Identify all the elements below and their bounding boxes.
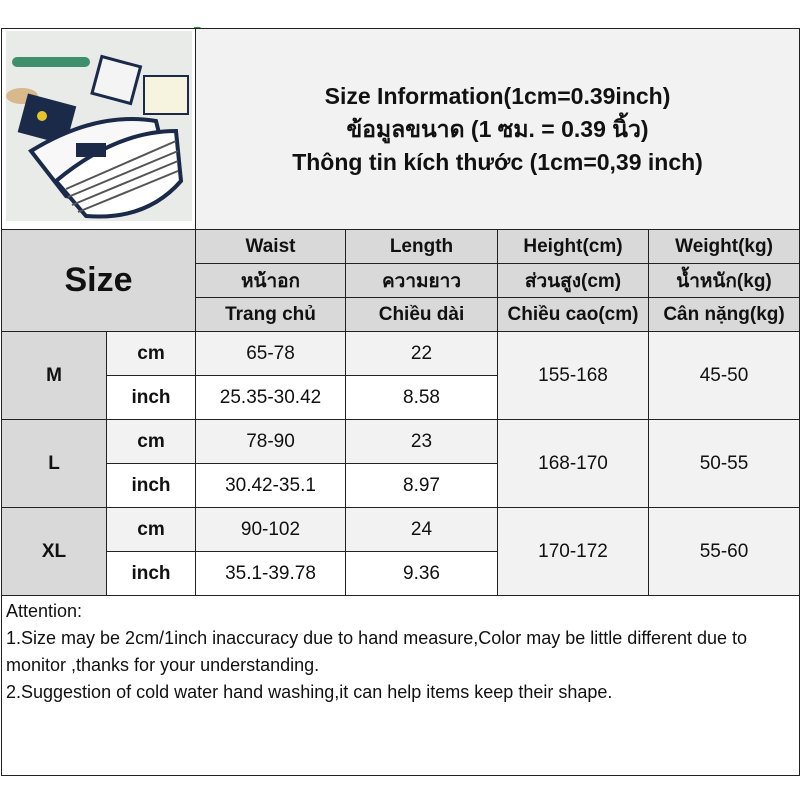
unit-label: cm — [106, 331, 196, 376]
height-value: 168-170 — [497, 419, 649, 508]
size-header: Size — [1, 229, 196, 332]
table-row-L-cm: L cm 78-90 23 168-170 50-55 — [1, 419, 800, 508]
unit-label: cm — [106, 419, 196, 464]
header-waist-vi: Trang chủ — [195, 297, 346, 332]
height-value: 155-168 — [497, 331, 649, 420]
waist-inch: 25.35-30.42 — [195, 375, 346, 420]
length-cm: 23 — [345, 419, 498, 464]
size-label: L — [1, 419, 107, 508]
height-value: 170-172 — [497, 507, 649, 596]
title-vietnamese: Thông tin kích thước (1cm=0,39 inch) — [292, 148, 703, 175]
attention-title: Attention: — [6, 601, 83, 621]
length-cm: 24 — [345, 507, 498, 552]
table-row-XL-inch: inch 35.1-39.78 9.36 — [2, 551, 800, 596]
waist-cm: 78-90 — [195, 419, 346, 464]
product-photo-icon — [5, 31, 192, 221]
unit-label: inch — [106, 551, 196, 596]
header-height-thai: ส่วนสูง(cm) — [497, 263, 649, 298]
table-row-M-cm: M cm 65-78 22 155-168 45-50 — [1, 331, 800, 420]
length-inch: 8.97 — [345, 463, 498, 508]
waist-cm: 65-78 — [195, 331, 346, 376]
waist-inch: 30.42-35.1 — [195, 463, 346, 508]
attention-item-1: 1.Size may be 2cm/1inch inaccuracy due t… — [6, 628, 748, 675]
table-row-XL-cm: XL cm 90-102 24 170-172 55-60 — [1, 507, 800, 596]
weight-value: 55-60 — [647, 507, 800, 596]
header-length-vi: Chiều dài — [345, 297, 498, 332]
header-height: Height(cm) — [497, 229, 649, 264]
size-chart: Size Information(1cm=0.39inch) ข้อมูลขนา… — [0, 28, 800, 776]
header-length: Length — [345, 229, 498, 264]
waist-inch: 35.1-39.78 — [195, 551, 346, 596]
length-inch: 9.36 — [345, 551, 498, 596]
title-english: Size Information(1cm=0.39inch) — [324, 82, 671, 109]
unit-label: inch — [106, 375, 196, 420]
waist-cm: 90-102 — [195, 507, 346, 552]
table-row-M-inch: inch 25.35-30.42 8.58 — [2, 375, 800, 420]
length-cm: 22 — [345, 331, 498, 376]
header-waist: Waist — [195, 229, 346, 264]
header-weight-thai: น้ำหนัก(kg) — [647, 263, 800, 298]
weight-value: 50-55 — [647, 419, 800, 508]
size-label: M — [1, 331, 107, 420]
header-waist-thai: หน้าอก — [195, 263, 346, 298]
header-height-vi: Chiều cao(cm) — [497, 297, 649, 332]
size-label: XL — [1, 507, 107, 596]
header-weight-vi: Cân nặng(kg) — [647, 297, 800, 332]
product-photo — [1, 28, 196, 230]
header-length-thai: ความยาว — [345, 263, 498, 298]
header-weight: Weight(kg) — [647, 229, 800, 264]
unit-label: cm — [106, 507, 196, 552]
weight-value: 45-50 — [647, 331, 800, 420]
attention-item-2: 2.Suggestion of cold water hand washing,… — [6, 682, 613, 702]
unit-label: inch — [106, 463, 196, 508]
size-info-title: Size Information(1cm=0.39inch) ข้อมูลขนา… — [194, 28, 800, 230]
length-inch: 8.58 — [345, 375, 498, 420]
title-thai: ข้อมูลขนาด (1 ซม. = 0.39 นิ้ว) — [346, 115, 649, 142]
attention-note: Attention: 1.Size may be 2cm/1inch inacc… — [0, 595, 800, 776]
